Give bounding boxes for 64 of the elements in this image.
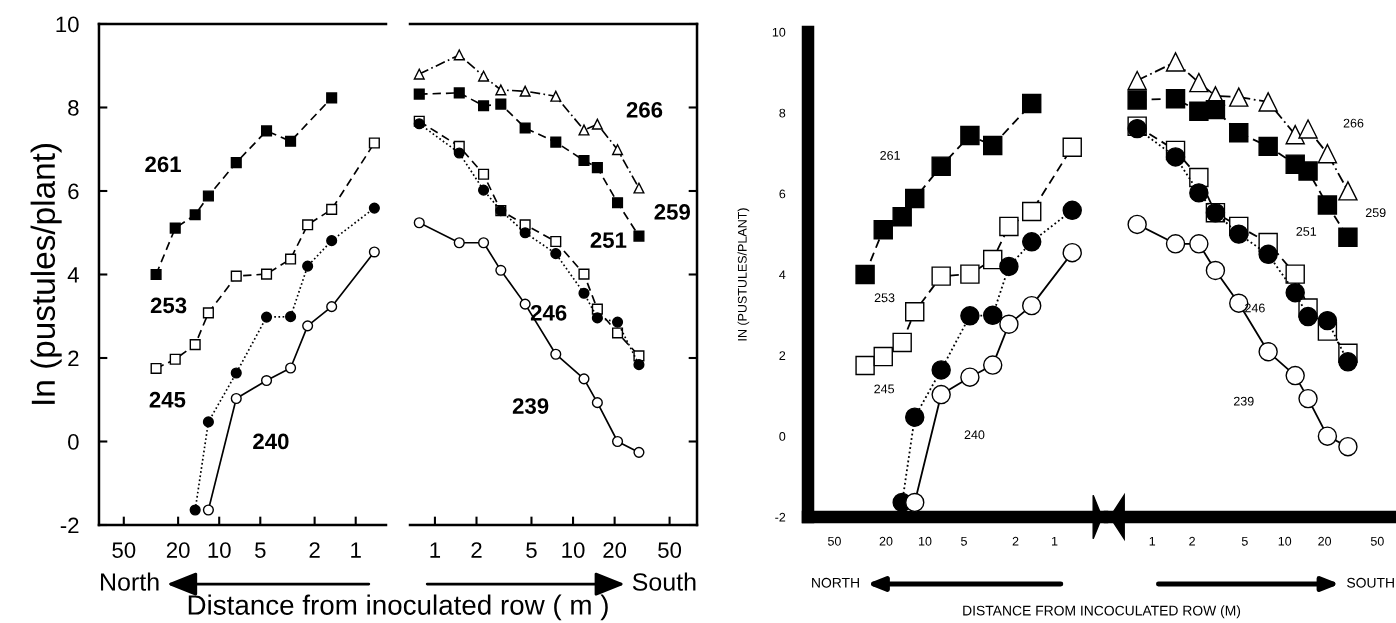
y-tick-label: 6	[68, 183, 79, 200]
y-tick-label: 0	[779, 431, 786, 441]
x-tick-label: 2	[1189, 536, 1195, 546]
x-tick-label: 50	[1370, 536, 1384, 546]
y-tick-label: -2	[775, 512, 786, 522]
annotation: 266	[1343, 118, 1364, 128]
x-tick-label: 20	[603, 542, 627, 558]
annotation: 240	[253, 433, 289, 450]
y-tick-label: 2	[779, 351, 786, 360]
annotation: 251	[1296, 227, 1317, 236]
x-tick-label: 2	[471, 542, 482, 558]
annotation: 253	[150, 297, 187, 314]
y-tick-label: 8	[68, 100, 79, 116]
x-tick-label: 1	[430, 542, 441, 558]
y-tick-label: 8	[779, 108, 786, 118]
annotation: 253	[874, 293, 895, 303]
x-tick-label: 20	[166, 542, 190, 558]
x-axis-title: Distance from inoculated row ( m )	[188, 594, 608, 621]
x-tick-label: 10	[1278, 536, 1292, 546]
text: SOUTH	[1347, 577, 1394, 588]
x-tick-label: 10	[918, 536, 932, 546]
y-tick-label: 10	[56, 16, 79, 33]
y-tick-label: -2	[60, 517, 79, 534]
annotation: 239	[512, 398, 549, 414]
y-tick-label: 2	[68, 350, 79, 367]
x-tick-label: 10	[208, 542, 231, 558]
annotation: 246	[530, 304, 567, 321]
annotation: 240	[964, 430, 985, 440]
x-tick-label: 2	[1012, 536, 1019, 546]
x-tick-label: 10	[562, 542, 585, 558]
x-tick-label: 20	[879, 536, 893, 546]
annotation: 239	[1233, 396, 1254, 406]
y-tick-label: 10	[772, 27, 786, 37]
annotation: 259	[654, 204, 690, 220]
x-tick-label: 5	[255, 542, 266, 558]
x-tick-label: 1	[1149, 536, 1156, 546]
annotation: 245	[149, 391, 186, 408]
annotation: 251	[590, 232, 627, 248]
y-axis-title: IN (PUSTULES/PLANT)	[737, 208, 750, 341]
y-tick-label: 0	[68, 434, 79, 450]
y-tick-label: 4	[67, 267, 79, 283]
x-tick-label: 5	[961, 536, 967, 546]
text: South	[632, 572, 696, 591]
y-tick-label: 4	[779, 270, 786, 280]
annotation: 245	[874, 384, 895, 394]
text: North	[101, 572, 159, 591]
y-tick-label: 6	[779, 189, 786, 199]
annotation: 261	[880, 150, 900, 160]
x-tick-label: 20	[1318, 536, 1332, 546]
x-tick-label: 50	[827, 536, 841, 546]
x-tick-label: 5	[526, 542, 537, 558]
x-tick-label: 1	[351, 542, 361, 558]
x-tick-label: 5	[1241, 536, 1248, 546]
x-tick-label: 2	[309, 542, 320, 558]
annotation: 259	[1365, 208, 1386, 218]
x-tick-label: 1	[1052, 536, 1058, 546]
annotation: 246	[1245, 303, 1265, 313]
annotation: 261	[145, 156, 181, 173]
x-tick-label: 50	[658, 542, 682, 558]
x-tick-label: 50	[112, 542, 136, 558]
y-axis-title: In (pustules/plant)	[30, 144, 62, 404]
annotation: 266	[626, 101, 663, 118]
text: NORTH	[812, 577, 859, 588]
x-axis-title: DISTANCE FROM INCOCULATED ROW (M)	[963, 605, 1241, 619]
